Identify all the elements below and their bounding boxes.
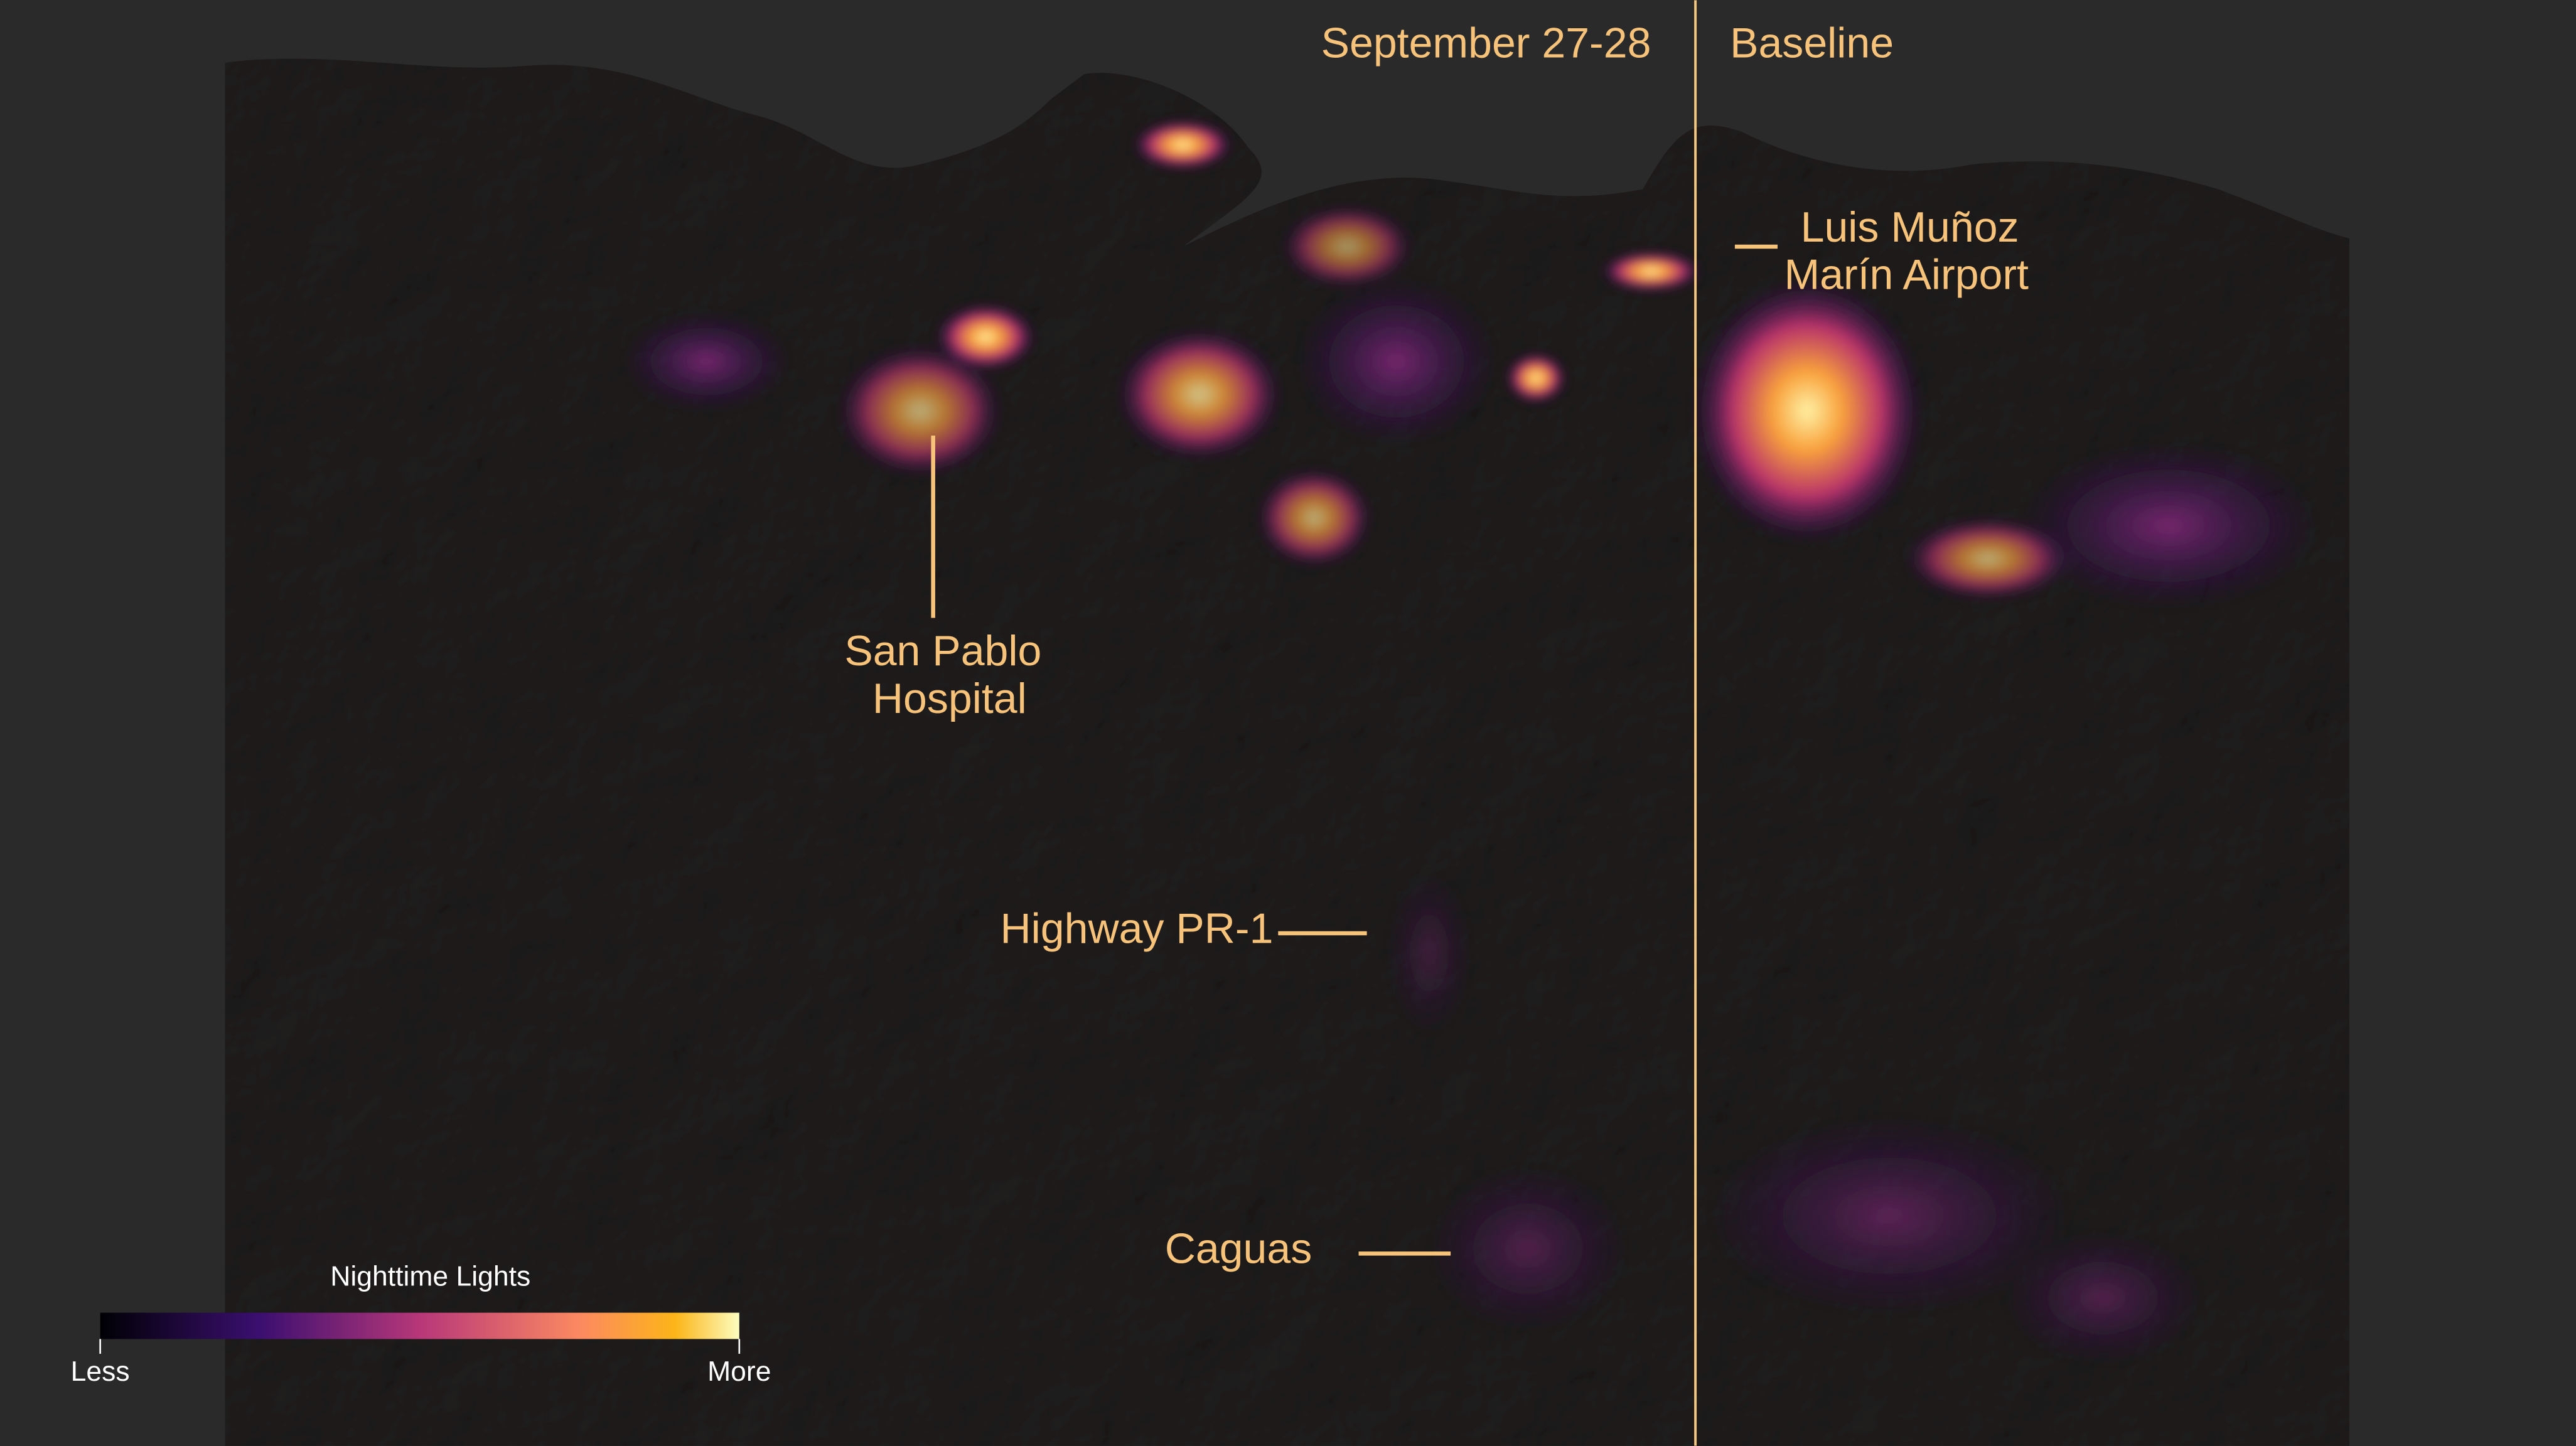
legend-min: Less <box>71 1356 130 1387</box>
city-lights <box>624 120 2317 1364</box>
annotation: Highway PR-1 <box>1001 904 1274 952</box>
annotation: Hospital <box>872 675 1027 722</box>
colorbar <box>100 1312 739 1339</box>
panel-label: Baseline <box>1730 19 1894 67</box>
panel-label: September 27-28 <box>1321 19 1651 67</box>
legend-title: Nighttime Lights <box>330 1261 530 1292</box>
legend-max: More <box>707 1356 771 1387</box>
annotation: Caguas <box>1165 1225 1312 1273</box>
annotation: San Pablo <box>844 627 1041 675</box>
annotation: Luis Muñoz <box>1801 203 2019 251</box>
leader-lines <box>931 244 1778 1256</box>
annotation: Marín Airport <box>1784 251 2029 299</box>
